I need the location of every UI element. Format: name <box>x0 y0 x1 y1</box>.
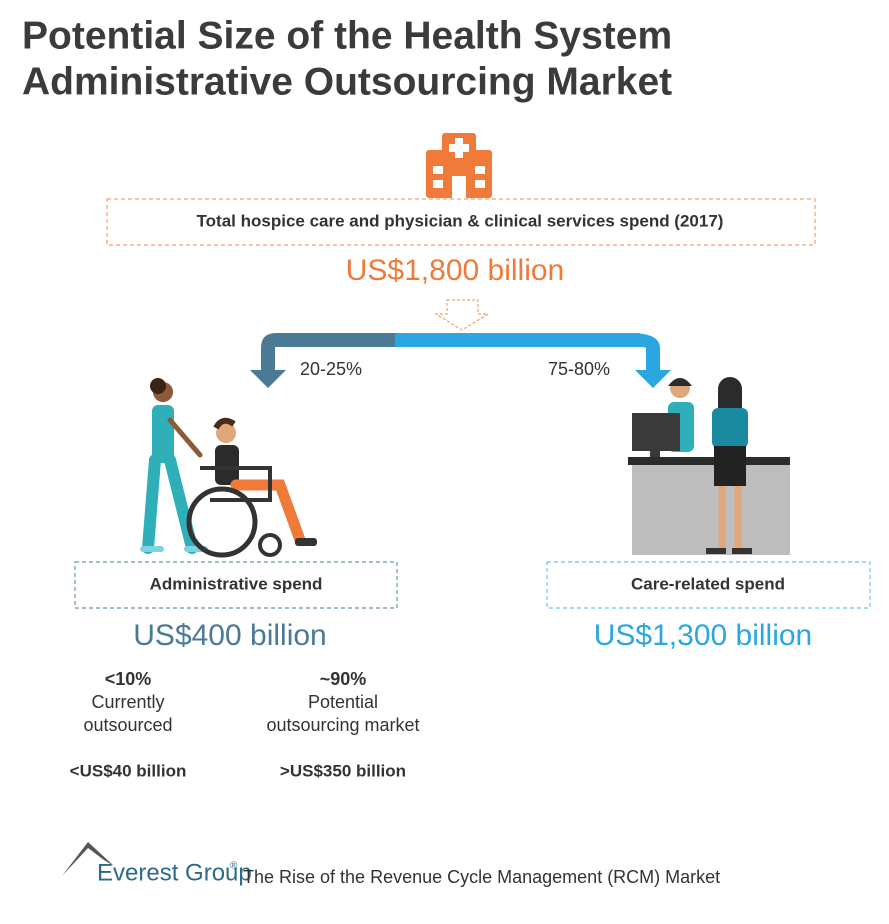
total-box <box>106 198 816 246</box>
amount: <US$40 billion <box>70 761 187 780</box>
brand: Everest Group <box>97 859 252 886</box>
care-value: US$1,300 billion <box>594 619 812 652</box>
source: The Rise of the Revenue Cycle Management… <box>243 867 720 887</box>
amount: >US$350 billion <box>280 761 406 780</box>
admin-label: Administrative spend <box>150 574 323 593</box>
wheelchair-illustration <box>140 378 317 558</box>
admin-box <box>74 561 398 609</box>
share: ~90% <box>320 669 367 689</box>
down-arrow <box>433 299 491 331</box>
split-left: 20-25% <box>300 359 362 379</box>
logo-mark <box>62 842 114 876</box>
share: <10% <box>105 669 152 689</box>
reception-illustration <box>628 377 790 555</box>
description: Currently <box>91 692 164 712</box>
description: Potential <box>308 692 378 712</box>
title-line: Potential Size of the Health System <box>22 14 672 57</box>
hospital-icon <box>426 133 492 198</box>
care-box <box>546 561 871 609</box>
care-label: Care-related spend <box>631 574 785 593</box>
description: outsourcing market <box>266 715 419 735</box>
total-value: US$1,800 billion <box>346 254 564 287</box>
total-label: Total hospice care and physician & clini… <box>197 211 724 230</box>
split-arrow <box>250 333 671 388</box>
title-line: Administrative Outsourcing Market <box>22 60 672 103</box>
split-right: 75-80% <box>548 359 610 379</box>
admin-value: US$400 billion <box>133 619 326 652</box>
description: outsourced <box>83 715 172 735</box>
trademark: ® <box>230 861 238 872</box>
